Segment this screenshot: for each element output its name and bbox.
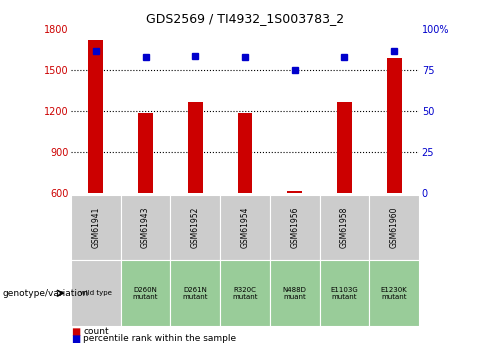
Bar [287, 191, 302, 193]
Text: ■: ■ [71, 334, 80, 344]
Bar [337, 102, 352, 193]
Bar [188, 102, 203, 193]
Text: wild type: wild type [80, 290, 112, 296]
Text: genotype/variation: genotype/variation [2, 289, 89, 298]
Bar [88, 40, 103, 193]
Text: GSM61958: GSM61958 [340, 207, 349, 248]
Text: GDS2569 / TI4932_1S003783_2: GDS2569 / TI4932_1S003783_2 [146, 12, 344, 25]
Text: E1230K
mutant: E1230K mutant [381, 287, 408, 300]
Text: count: count [83, 327, 109, 336]
Text: GSM61954: GSM61954 [241, 207, 249, 248]
Text: GSM61956: GSM61956 [290, 207, 299, 248]
Bar [387, 58, 401, 193]
Text: ■: ■ [71, 327, 80, 337]
Text: GSM61941: GSM61941 [92, 207, 100, 248]
Text: GSM61960: GSM61960 [390, 207, 398, 248]
Bar [138, 113, 153, 193]
Text: N488D
muant: N488D muant [283, 287, 307, 300]
Text: R320C
mutant: R320C mutant [232, 287, 258, 300]
Text: E1103G
mutant: E1103G mutant [331, 287, 358, 300]
Text: percentile rank within the sample: percentile rank within the sample [83, 334, 236, 343]
Bar [238, 113, 252, 193]
Text: D260N
mutant: D260N mutant [133, 287, 158, 300]
Text: GSM61943: GSM61943 [141, 207, 150, 248]
Text: D261N
mutant: D261N mutant [183, 287, 208, 300]
Text: GSM61952: GSM61952 [191, 207, 200, 248]
